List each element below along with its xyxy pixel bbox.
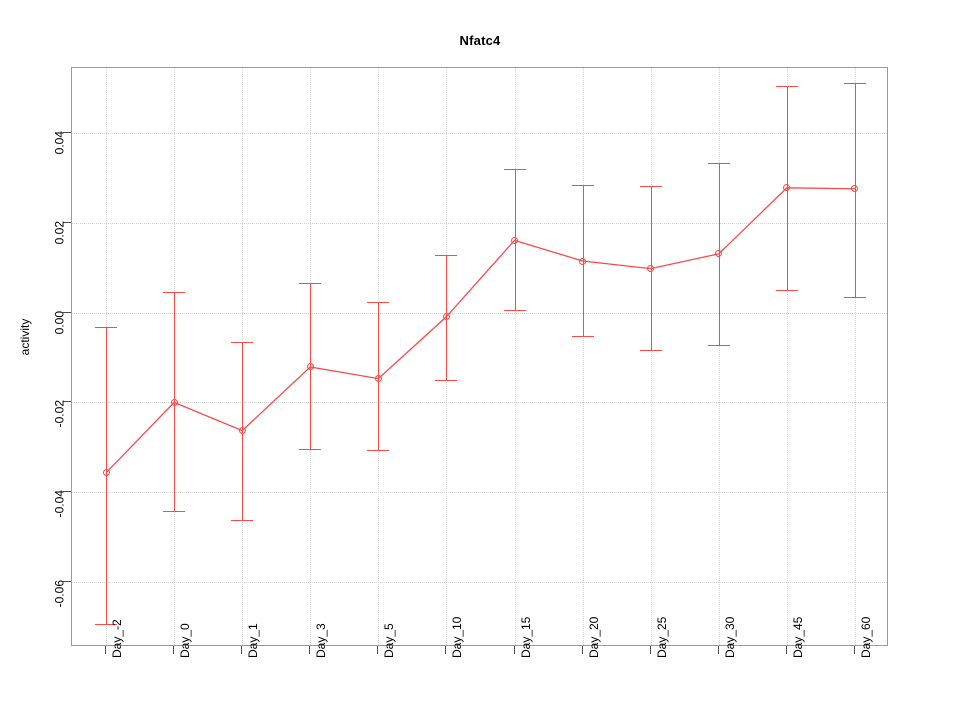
error-bar-cap bbox=[231, 341, 254, 343]
data-point-marker[interactable] bbox=[647, 265, 655, 273]
data-point-marker[interactable] bbox=[306, 363, 314, 371]
x-axis-tick bbox=[105, 646, 107, 654]
x-axis-tick bbox=[513, 646, 515, 654]
x-axis-tick-label: Day_5 bbox=[382, 623, 397, 658]
y-axis-tick bbox=[63, 221, 71, 223]
horizontal-gridline bbox=[72, 222, 887, 224]
error-bar-cap bbox=[843, 296, 866, 298]
x-axis-tick bbox=[377, 646, 379, 654]
data-point-marker[interactable] bbox=[442, 313, 450, 321]
y-axis-label: activity bbox=[18, 318, 32, 356]
y-axis-tick-label: 0.04 bbox=[52, 131, 66, 155]
error-bar-cap bbox=[299, 282, 322, 284]
horizontal-gridline bbox=[72, 581, 887, 583]
x-axis-tick bbox=[649, 646, 651, 654]
error-bar-cap bbox=[367, 449, 390, 451]
error-bar-cap bbox=[163, 291, 186, 293]
data-point-marker[interactable] bbox=[170, 398, 178, 406]
y-axis-tick-label: 0.00 bbox=[52, 310, 66, 334]
data-point-marker[interactable] bbox=[102, 469, 110, 477]
data-point-marker[interactable] bbox=[783, 184, 791, 192]
x-axis-tick-label: Day_45 bbox=[790, 616, 805, 658]
vertical-gridline bbox=[854, 68, 856, 645]
x-axis-tick-label: Day_-2 bbox=[110, 619, 125, 658]
x-axis-tick bbox=[309, 646, 311, 654]
chart-title: Nfatc4 bbox=[459, 33, 501, 48]
horizontal-gridline bbox=[72, 402, 887, 404]
horizontal-gridline bbox=[72, 133, 887, 135]
x-axis-tick bbox=[853, 646, 855, 654]
x-axis-tick bbox=[717, 646, 719, 654]
series-line bbox=[105, 187, 855, 474]
y-axis-tick bbox=[63, 311, 71, 313]
error-bar-cap bbox=[571, 336, 594, 338]
x-axis-tick-label: Day_0 bbox=[178, 623, 193, 658]
data-point-marker[interactable] bbox=[511, 236, 519, 244]
data-point-marker[interactable] bbox=[374, 375, 382, 383]
y-axis-tick-label: -0.06 bbox=[52, 579, 66, 608]
x-axis-tick bbox=[445, 646, 447, 654]
y-axis-tick-label: 0.02 bbox=[52, 220, 66, 245]
error-bar-cap bbox=[843, 83, 866, 85]
error-bar-cap bbox=[775, 85, 798, 87]
data-point-marker[interactable] bbox=[851, 185, 859, 193]
error-bar-cap bbox=[435, 379, 458, 381]
y-axis-tick bbox=[63, 401, 71, 403]
vertical-gridline bbox=[514, 68, 516, 645]
error-bar-cap bbox=[707, 345, 730, 347]
error-bar-cap bbox=[571, 185, 594, 187]
error-bar-cap bbox=[163, 510, 186, 512]
y-axis-tick bbox=[63, 132, 71, 134]
x-axis-tick-label: Day_60 bbox=[858, 616, 873, 658]
vertical-gridline bbox=[718, 68, 720, 645]
error-bar-cap bbox=[639, 186, 662, 188]
x-axis-tick-label: Day_1 bbox=[246, 623, 261, 658]
error-bar-cap bbox=[707, 162, 730, 164]
x-axis-tick bbox=[173, 646, 175, 654]
x-axis-tick bbox=[241, 646, 243, 654]
error-bar-cap bbox=[95, 326, 118, 328]
error-bar-cap bbox=[775, 289, 798, 291]
error-bar-cap bbox=[503, 168, 526, 170]
error-bar-cap bbox=[435, 255, 458, 257]
x-axis-tick-label: Day_20 bbox=[586, 616, 601, 658]
y-axis-tick-label: -0.04 bbox=[52, 490, 66, 518]
y-axis-tick bbox=[63, 491, 71, 493]
vertical-gridline bbox=[650, 68, 652, 645]
data-point-marker[interactable] bbox=[715, 250, 723, 258]
data-point-marker[interactable] bbox=[579, 257, 587, 265]
y-axis: 0.04 0.02 0.00 -0.02 -0.04 -0.06 bbox=[52, 67, 71, 646]
error-bar-cap bbox=[231, 519, 254, 521]
horizontal-gridline bbox=[72, 492, 887, 494]
data-point-marker[interactable] bbox=[238, 427, 246, 435]
x-axis-tick-label: Day_10 bbox=[450, 616, 465, 658]
plot-area bbox=[71, 67, 888, 646]
error-bar-cap bbox=[367, 302, 390, 304]
error-bar-cap bbox=[299, 449, 322, 451]
x-axis-tick bbox=[785, 646, 787, 654]
vertical-gridline bbox=[582, 68, 584, 645]
x-axis-tick-label: Day_30 bbox=[722, 616, 737, 658]
x-axis-tick-label: Day_25 bbox=[654, 616, 669, 658]
x-axis: Day_-2 Day_0 Day_1 Day_3 Day_5 Day_10 Day_15 Da… bbox=[71, 617, 888, 658]
y-axis-tick-label: -0.02 bbox=[52, 400, 66, 428]
error-bar-cap bbox=[95, 623, 118, 625]
x-axis-tick-label: Day_3 bbox=[314, 623, 329, 658]
horizontal-gridline bbox=[72, 312, 887, 314]
x-axis-tick bbox=[581, 646, 583, 654]
error-bar-cap bbox=[503, 310, 526, 312]
y-axis-tick bbox=[63, 580, 71, 582]
error-bar-cap bbox=[639, 350, 662, 352]
x-axis-tick-label: Day_15 bbox=[518, 616, 533, 658]
